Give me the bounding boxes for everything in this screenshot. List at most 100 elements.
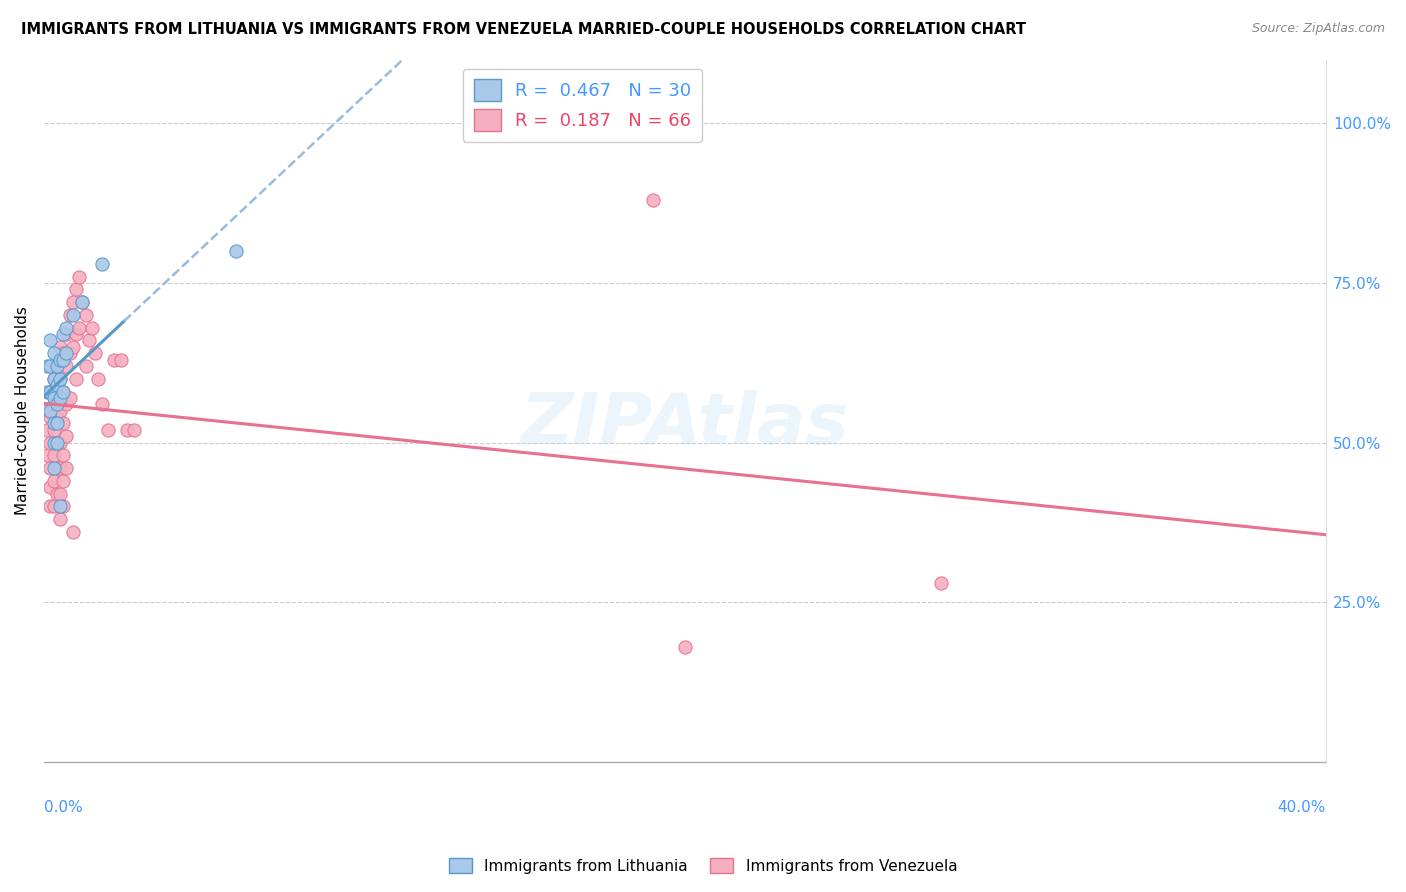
Point bbox=[45, 384, 67, 399]
Text: 40.0%: 40.0% bbox=[1278, 800, 1326, 815]
Point bbox=[49, 403, 72, 417]
Legend: Immigrants from Lithuania, Immigrants from Venezuela: Immigrants from Lithuania, Immigrants fr… bbox=[443, 852, 963, 880]
Point bbox=[52, 449, 75, 463]
Point bbox=[67, 320, 90, 334]
Point bbox=[45, 417, 67, 431]
Point bbox=[49, 435, 72, 450]
Point bbox=[65, 327, 87, 342]
Point bbox=[42, 372, 65, 386]
Point bbox=[35, 359, 58, 373]
Point bbox=[97, 423, 120, 437]
Point bbox=[52, 346, 75, 360]
Legend: R =  0.467   N = 30, R =  0.187   N = 66: R = 0.467 N = 30, R = 0.187 N = 66 bbox=[463, 69, 702, 142]
Point bbox=[52, 352, 75, 367]
Text: IMMIGRANTS FROM LITHUANIA VS IMMIGRANTS FROM VENEZUELA MARRIED-COUPLE HOUSEHOLDS: IMMIGRANTS FROM LITHUANIA VS IMMIGRANTS … bbox=[21, 22, 1026, 37]
Point bbox=[55, 346, 77, 360]
Point bbox=[39, 410, 62, 425]
Point bbox=[84, 346, 107, 360]
Point bbox=[39, 403, 62, 417]
Point bbox=[90, 257, 112, 271]
Point bbox=[72, 295, 94, 310]
Point bbox=[55, 320, 77, 334]
Text: Source: ZipAtlas.com: Source: ZipAtlas.com bbox=[1251, 22, 1385, 36]
Point bbox=[45, 359, 67, 373]
Point bbox=[49, 461, 72, 475]
Point bbox=[52, 384, 75, 399]
Point bbox=[87, 372, 110, 386]
Point bbox=[103, 352, 125, 367]
Point bbox=[65, 372, 87, 386]
Point bbox=[62, 308, 84, 322]
Point bbox=[39, 359, 62, 373]
Point bbox=[39, 480, 62, 494]
Point bbox=[225, 244, 247, 259]
Point bbox=[110, 352, 132, 367]
Point bbox=[42, 500, 65, 514]
Point bbox=[42, 423, 65, 437]
Point bbox=[931, 576, 953, 591]
Point bbox=[122, 423, 145, 437]
Point bbox=[641, 193, 664, 207]
Point bbox=[90, 397, 112, 411]
Point bbox=[39, 461, 62, 475]
Point bbox=[80, 320, 103, 334]
Point bbox=[42, 397, 65, 411]
Point bbox=[62, 524, 84, 539]
Point bbox=[49, 486, 72, 500]
Point bbox=[42, 391, 65, 405]
Point bbox=[75, 308, 97, 322]
Point bbox=[35, 449, 58, 463]
Point bbox=[45, 461, 67, 475]
Point bbox=[45, 486, 67, 500]
Text: ZIPAtlas: ZIPAtlas bbox=[520, 390, 849, 459]
Point bbox=[49, 372, 72, 386]
Point bbox=[49, 512, 72, 526]
Point bbox=[58, 346, 80, 360]
Y-axis label: Married-couple Households: Married-couple Households bbox=[15, 306, 30, 515]
Point bbox=[115, 423, 138, 437]
Point bbox=[58, 391, 80, 405]
Point bbox=[42, 435, 65, 450]
Point bbox=[35, 403, 58, 417]
Point bbox=[55, 429, 77, 443]
Point bbox=[39, 384, 62, 399]
Point bbox=[39, 334, 62, 348]
Point bbox=[39, 435, 62, 450]
Point bbox=[45, 378, 67, 392]
Point bbox=[39, 384, 62, 399]
Point bbox=[45, 435, 67, 450]
Point bbox=[45, 359, 67, 373]
Point bbox=[42, 372, 65, 386]
Point bbox=[62, 340, 84, 354]
Point bbox=[45, 410, 67, 425]
Point bbox=[35, 423, 58, 437]
Point bbox=[49, 340, 72, 354]
Point bbox=[72, 295, 94, 310]
Point bbox=[55, 359, 77, 373]
Point bbox=[52, 327, 75, 342]
Point bbox=[39, 500, 62, 514]
Point bbox=[42, 461, 65, 475]
Point bbox=[55, 327, 77, 342]
Text: 0.0%: 0.0% bbox=[44, 800, 83, 815]
Point bbox=[673, 640, 696, 654]
Point bbox=[49, 352, 72, 367]
Point bbox=[62, 295, 84, 310]
Point bbox=[45, 435, 67, 450]
Point bbox=[49, 372, 72, 386]
Point bbox=[49, 500, 72, 514]
Point bbox=[55, 397, 77, 411]
Point bbox=[55, 461, 77, 475]
Point bbox=[52, 417, 75, 431]
Point bbox=[42, 449, 65, 463]
Point bbox=[42, 417, 65, 431]
Point bbox=[52, 474, 75, 488]
Point bbox=[52, 384, 75, 399]
Point bbox=[77, 334, 100, 348]
Point bbox=[35, 384, 58, 399]
Point bbox=[42, 346, 65, 360]
Point bbox=[49, 391, 72, 405]
Point bbox=[52, 500, 75, 514]
Point bbox=[58, 308, 80, 322]
Point bbox=[67, 269, 90, 284]
